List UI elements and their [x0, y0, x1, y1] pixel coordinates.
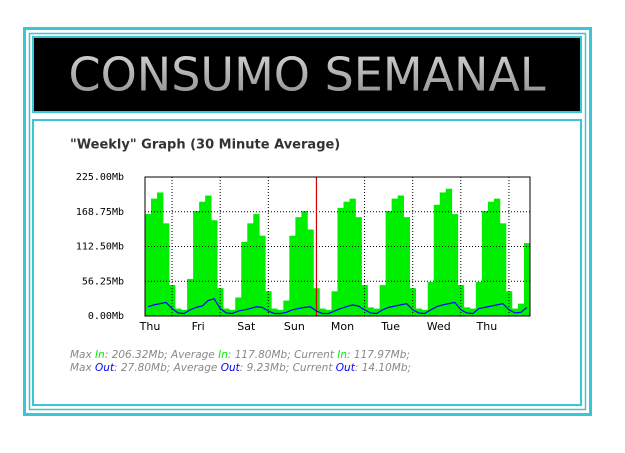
area-bar	[157, 192, 164, 316]
area-bar	[409, 288, 417, 316]
area-bar	[283, 300, 290, 316]
area-bar	[439, 192, 447, 316]
area-bar	[481, 210, 489, 316]
stats-text: : 206.32Mb; Average	[105, 349, 218, 361]
area-bar	[271, 308, 278, 316]
area-bar	[211, 220, 218, 316]
y-tick-label: 56.25Mb	[82, 276, 124, 287]
area-bar	[151, 198, 158, 316]
area-bar	[193, 210, 200, 316]
area-bar	[301, 210, 308, 316]
stats-text: : 27.80Mb; Average	[114, 362, 221, 374]
area-bar	[253, 214, 260, 316]
series-name: In	[95, 349, 105, 361]
area-bar	[451, 214, 459, 316]
area-bar	[247, 223, 254, 316]
area-bar	[295, 217, 302, 316]
area-bar	[475, 282, 483, 316]
area-bar	[367, 307, 374, 316]
stats-text: : 117.80Mb; Current	[228, 349, 337, 361]
out-line	[147, 297, 528, 315]
area-bar	[319, 308, 326, 316]
area-bar	[523, 243, 531, 316]
area-bar	[331, 291, 338, 316]
area-bar	[487, 201, 495, 316]
banner	[32, 36, 582, 113]
series-name: Out	[221, 362, 241, 374]
area-bar	[463, 307, 471, 316]
y-tick-label: 0.00Mb	[88, 311, 124, 322]
area-bar	[391, 198, 398, 316]
area-bar	[445, 188, 453, 316]
area-bar	[355, 217, 362, 316]
x-tick-label: Tue	[380, 320, 400, 333]
area-bar	[259, 235, 266, 316]
area-bar	[427, 282, 435, 316]
y-tick-label: 168.75Mb	[76, 207, 124, 218]
area-bar	[307, 229, 314, 316]
area-bar	[235, 297, 242, 316]
area-bar	[373, 308, 380, 316]
series-name: In	[218, 349, 228, 361]
area-bar	[187, 278, 194, 316]
x-tick-label: Thu	[476, 320, 498, 333]
inner-frame	[28, 32, 587, 411]
area-bar	[199, 201, 206, 316]
area-bar	[403, 217, 410, 316]
area-bar	[433, 204, 441, 316]
area-bar	[397, 195, 404, 316]
stats-text: Max	[70, 362, 95, 374]
x-tick-label: Mon	[331, 320, 354, 333]
series-name: Out	[336, 362, 356, 374]
banner-title: CONSUMO SEMANAL	[68, 48, 545, 102]
area-bar	[217, 288, 224, 316]
y-tick-label: 112.50Mb	[76, 242, 124, 253]
x-tick-label: Thu	[139, 320, 161, 333]
x-tick-label: Wed	[427, 320, 451, 333]
area-bar	[163, 223, 170, 316]
area-bar	[205, 195, 212, 316]
area-bar	[379, 285, 386, 316]
area-bar	[337, 207, 344, 316]
stats-line: Max In: 206.32Mb; Average In: 117.80Mb; …	[70, 349, 410, 361]
x-tick-label: Sat	[237, 320, 256, 333]
area-bar	[469, 308, 477, 316]
area-bar	[145, 214, 152, 316]
area-bar	[385, 210, 392, 316]
x-tick-label: Fri	[192, 320, 205, 333]
plot-border	[144, 176, 531, 317]
area-bar	[343, 201, 350, 316]
area-bar	[289, 235, 296, 316]
area-bar	[415, 308, 423, 316]
area-bar	[493, 198, 501, 316]
stats-text: : 117.97Mb;	[347, 349, 410, 361]
area-bar	[241, 241, 248, 316]
stats-line: Max Out: 27.80Mb; Average Out: 9.23Mb; C…	[70, 362, 411, 374]
y-tick-label: 225.00Mb	[76, 172, 124, 183]
stats-text: : 9.23Mb; Current	[240, 362, 336, 374]
area-bar	[499, 223, 507, 316]
area-bar	[349, 198, 356, 316]
series-name: Out	[95, 362, 115, 374]
series-name: In	[337, 349, 347, 361]
stats-text: : 14.10Mb;	[355, 362, 411, 374]
stats-text: Max	[70, 349, 95, 361]
chart-title: "Weekly" Graph (30 Minute Average)	[70, 138, 340, 153]
x-tick-label: Sun	[284, 320, 305, 333]
area-bar	[517, 303, 525, 316]
